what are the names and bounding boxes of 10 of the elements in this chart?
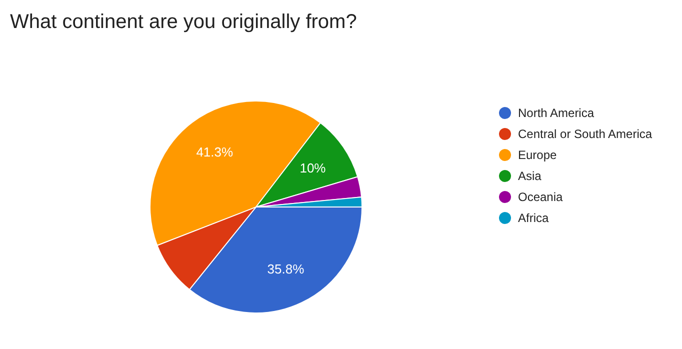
chart-title: What continent are you originally from? xyxy=(10,11,357,33)
legend-label: North America xyxy=(518,106,594,120)
legend-label: Asia xyxy=(518,169,542,184)
data-label: 35.8% xyxy=(267,262,305,277)
legend-label: Europe xyxy=(518,148,558,162)
data-label: 10% xyxy=(300,160,326,176)
legend-label: Central or South America xyxy=(518,127,652,142)
legend-label: Oceania xyxy=(518,190,564,204)
data-label: 41.3% xyxy=(196,144,234,160)
legend-label: Africa xyxy=(518,211,549,226)
